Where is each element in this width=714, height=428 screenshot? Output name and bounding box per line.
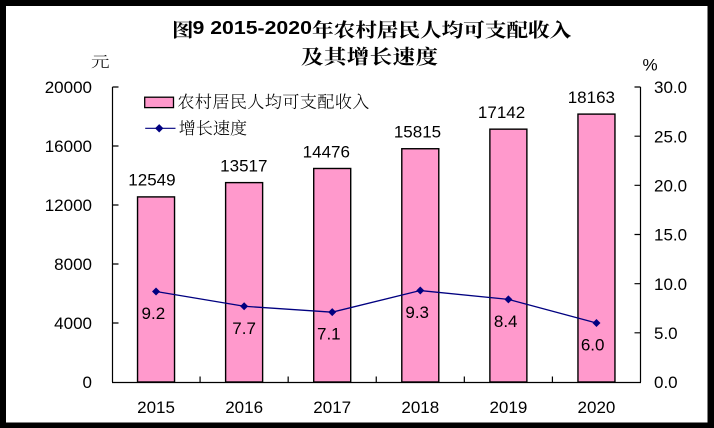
svg-text:15815: 15815 (394, 123, 441, 142)
svg-text:12000: 12000 (45, 196, 92, 215)
svg-text:2016: 2016 (225, 398, 263, 417)
svg-text:7.1: 7.1 (317, 325, 341, 344)
svg-text:20000: 20000 (45, 78, 92, 97)
svg-text:2019: 2019 (489, 398, 527, 417)
svg-text:15.0: 15.0 (654, 226, 687, 245)
svg-text:14476: 14476 (303, 142, 350, 161)
svg-text:13517: 13517 (220, 156, 267, 175)
svg-text:18163: 18163 (568, 88, 615, 107)
svg-text:20.0: 20.0 (654, 176, 687, 195)
svg-text:9 2015-2020: 9 2015-2020 (193, 17, 312, 38)
svg-text:10.0: 10.0 (654, 275, 687, 294)
svg-text:2018: 2018 (401, 398, 439, 417)
svg-text:%: % (642, 56, 657, 75)
svg-text:2015: 2015 (137, 398, 175, 417)
svg-text:8.4: 8.4 (494, 312, 518, 331)
svg-text:0: 0 (83, 373, 92, 392)
svg-text:5.0: 5.0 (654, 324, 678, 343)
svg-text:4000: 4000 (54, 314, 92, 333)
svg-text:2020: 2020 (578, 398, 616, 417)
svg-text:7.7: 7.7 (232, 319, 256, 338)
svg-text:6.0: 6.0 (581, 336, 605, 355)
svg-text:12549: 12549 (128, 171, 175, 190)
svg-text:9.3: 9.3 (405, 303, 429, 322)
svg-text:16000: 16000 (45, 137, 92, 156)
svg-text:2017: 2017 (313, 398, 351, 417)
svg-text:25.0: 25.0 (654, 127, 687, 146)
svg-text:17142: 17142 (478, 103, 525, 122)
svg-text:0.0: 0.0 (654, 373, 678, 392)
svg-text:30.0: 30.0 (654, 78, 687, 97)
svg-text:8000: 8000 (54, 255, 92, 274)
svg-text:9.2: 9.2 (142, 304, 166, 323)
